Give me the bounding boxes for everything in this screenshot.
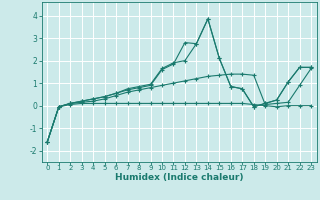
X-axis label: Humidex (Indice chaleur): Humidex (Indice chaleur)	[115, 173, 244, 182]
